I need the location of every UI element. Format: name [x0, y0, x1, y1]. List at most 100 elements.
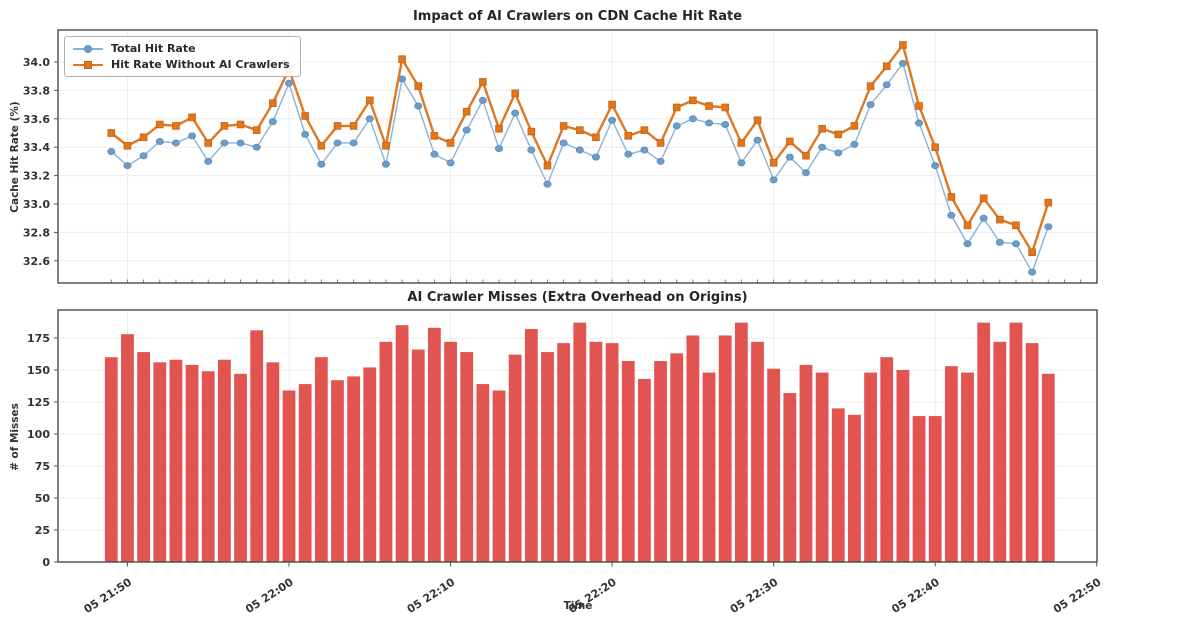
legend: Total Hit Rate Hit Rate Without AI Crawl… — [64, 36, 301, 77]
x-tick-label: 05 22:10 — [405, 575, 458, 616]
bottom-y-tick-label: 75 — [35, 460, 50, 473]
bar — [104, 357, 118, 562]
top-y-tick-label: 33.6 — [23, 113, 50, 126]
without-ai-crawlers-line-marker-icon — [73, 60, 103, 69]
bar — [993, 341, 1007, 562]
bar — [298, 384, 312, 562]
top-y-axis-label: Cache Hit Rate (%) — [9, 101, 21, 213]
bar — [977, 322, 991, 562]
bar — [282, 390, 296, 562]
top-y-tick-label: 32.8 — [23, 226, 50, 239]
bar — [363, 367, 377, 562]
bar — [444, 341, 457, 562]
bar — [831, 408, 845, 562]
bar — [880, 357, 894, 562]
top-y-ticks: 34.0 33.8 33.6 33.4 33.2 33.0 32.8 32.6 — [23, 56, 58, 268]
bar — [573, 322, 587, 562]
bottom-y-ticks: 0 25 50 75 100 125 150 175 — [27, 332, 58, 569]
bar — [541, 352, 554, 562]
bar — [621, 361, 635, 562]
bar — [331, 380, 344, 562]
bottom-y-tick-label: 125 — [27, 396, 50, 409]
x-tick-label: 05 22:40 — [889, 575, 942, 616]
bar — [217, 359, 231, 562]
bar — [460, 352, 474, 562]
bar — [702, 372, 716, 562]
bottom-y-tick-label: 150 — [27, 364, 50, 377]
bar — [137, 352, 151, 562]
bar — [121, 334, 134, 562]
bottom-y-tick-label: 50 — [35, 492, 51, 505]
bar — [524, 329, 538, 562]
bar — [379, 341, 393, 562]
bar — [654, 361, 667, 562]
bar — [686, 335, 700, 562]
bottom-y-tick-label: 100 — [27, 428, 50, 441]
bar — [734, 322, 748, 562]
bar — [234, 373, 247, 562]
bar — [153, 362, 167, 562]
bottom-y-tick-label: 175 — [27, 332, 50, 345]
bar — [508, 354, 522, 562]
bar — [848, 414, 861, 562]
bar — [783, 393, 797, 562]
bar — [605, 343, 619, 562]
bar — [428, 327, 441, 562]
bar — [751, 341, 764, 562]
bottom-y-tick-label: 0 — [42, 556, 50, 569]
bar — [815, 372, 829, 562]
bottom-plot-border — [57, 309, 1098, 563]
x-tick-label: 05 22:30 — [728, 575, 781, 616]
bar — [1025, 343, 1039, 562]
bar — [347, 376, 361, 562]
bar — [638, 378, 651, 562]
bar — [767, 368, 781, 562]
x-tick-label: 05 21:50 — [82, 575, 135, 616]
bar — [944, 366, 958, 562]
bar — [799, 364, 813, 562]
top-y-tick-label: 33.8 — [23, 84, 50, 97]
bar — [961, 372, 974, 562]
bar — [928, 416, 942, 562]
markers-total-hit-rate — [107, 59, 1053, 276]
bar — [185, 364, 199, 562]
bar — [314, 357, 328, 562]
legend-label-total: Total Hit Rate — [111, 42, 196, 55]
bar — [896, 370, 910, 562]
bar — [411, 349, 425, 562]
line-total-hit-rate — [110, 62, 1049, 273]
bar — [169, 359, 183, 562]
top-y-tick-label: 32.6 — [23, 255, 50, 268]
bar — [250, 330, 264, 562]
miss-bars — [104, 322, 1055, 562]
bar — [912, 416, 926, 562]
top-y-tick-label: 34.0 — [23, 56, 50, 69]
total-hit-rate-line-marker-icon — [73, 44, 103, 53]
bottom-y-tick-label: 25 — [35, 524, 50, 537]
bottom-chart-title: AI Crawler Misses (Extra Overhead on Ori… — [407, 290, 748, 305]
top-chart: 34.0 33.8 33.6 33.4 33.2 33.0 32.8 32.6 — [23, 29, 1098, 284]
bar — [589, 341, 603, 562]
bar — [670, 353, 684, 562]
bar — [266, 362, 280, 562]
x-tick-label: 05 22:00 — [243, 575, 296, 616]
top-y-tick-label: 33.0 — [23, 198, 50, 211]
legend-row-total-hit-rate: Total Hit Rate — [73, 42, 290, 55]
bottom-chart: 0 25 50 75 100 125 150 175 05 21:50 05 22:00 05 22… — [27, 309, 1104, 616]
legend-label-without-ai: Hit Rate Without AI Crawlers — [111, 58, 290, 71]
x-tick-label: 05 22:50 — [1051, 575, 1104, 616]
x-ticks: 05 21:50 05 22:00 05 22:10 05 22:20 05 22:30… — [82, 562, 1104, 616]
x-axis-label: Time — [563, 600, 593, 612]
top-y-tick-label: 33.2 — [23, 170, 50, 183]
markers-without-ai-crawlers — [107, 41, 1053, 257]
bottom-y-axis-label: # of Misses — [9, 403, 21, 471]
top-chart-title: Impact of AI Crawlers on CDN Cache Hit R… — [412, 9, 743, 24]
bar — [557, 343, 571, 562]
top-y-tick-label: 33.4 — [23, 141, 50, 154]
bar — [864, 372, 877, 562]
bar — [1009, 322, 1023, 562]
bar — [492, 390, 506, 562]
top-plot-border — [57, 29, 1098, 284]
